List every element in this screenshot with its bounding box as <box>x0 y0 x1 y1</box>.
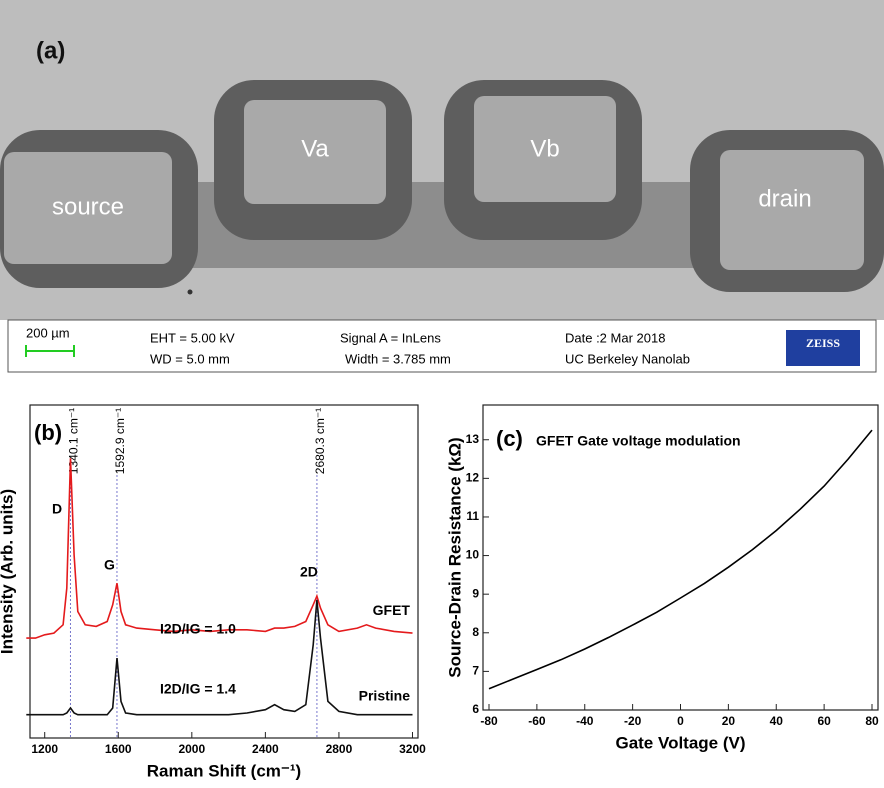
series-line <box>26 458 413 639</box>
y-tick-label: 9 <box>472 586 479 600</box>
pad-label: drain <box>758 185 811 212</box>
x-tick-label: 20 <box>722 714 736 728</box>
chart-title: GFET Gate voltage modulation <box>536 433 741 449</box>
x-tick-label: 1600 <box>105 742 132 756</box>
pad-inner <box>474 96 616 202</box>
info-text: EHT = 5.00 kV <box>150 330 235 345</box>
x-tick-label: 80 <box>865 714 879 728</box>
annotation: 2D <box>300 564 318 580</box>
x-tick-label: 60 <box>817 714 831 728</box>
x-axis-label: Gate Voltage (V) <box>615 733 745 752</box>
y-tick-label: 10 <box>466 548 480 562</box>
logo-box <box>786 330 860 366</box>
scale-text: 200 µm <box>26 325 70 340</box>
series-label: GFET <box>373 602 411 618</box>
y-tick-label: 12 <box>466 471 480 485</box>
pad-inner <box>4 152 172 264</box>
x-tick-label: 2000 <box>178 742 205 756</box>
plot-frame <box>29 404 419 739</box>
x-tick-label: -60 <box>528 714 546 728</box>
series-line <box>26 600 413 716</box>
series-line <box>488 429 873 690</box>
info-text: WD = 5.0 mm <box>150 351 230 366</box>
x-tick-label: -80 <box>480 714 498 728</box>
x-tick-label: -40 <box>576 714 594 728</box>
annotation: D <box>52 501 62 517</box>
series-label: Pristine <box>359 687 411 703</box>
plot-frame <box>482 404 879 711</box>
pad-inner <box>720 150 864 270</box>
logo: ZEISS <box>806 336 840 350</box>
info-frame <box>7 319 877 373</box>
annotation: I2D/IG = 1.4 <box>160 681 236 697</box>
pad-label: Va <box>301 135 329 162</box>
x-tick-label: 2800 <box>326 742 353 756</box>
y-tick-label: 8 <box>472 625 479 639</box>
y-tick-label: 6 <box>472 702 479 716</box>
peak-label: 2680.3 cm⁻¹ <box>313 408 327 474</box>
y-tick-label: 13 <box>466 432 480 446</box>
panel-label: (a) <box>36 37 65 64</box>
pad-label: source <box>52 193 124 220</box>
panel-label: (c) <box>496 426 523 451</box>
x-tick-label: 0 <box>677 714 684 728</box>
pad-label: Vb <box>530 135 559 162</box>
y-tick-label: 7 <box>472 664 479 678</box>
peak-label: 1340.1 cm⁻¹ <box>67 408 81 474</box>
particle <box>187 289 193 295</box>
y-axis-label: Intensity (Arb. units) <box>0 489 16 654</box>
info-bar: 200 µm EHT = 5.00 kV WD = 5.0 mm Signal … <box>7 319 877 373</box>
x-tick-label: 1200 <box>31 742 58 756</box>
x-tick-label: 3200 <box>399 742 426 756</box>
annotation: I2D/IG = 1.0 <box>160 621 236 637</box>
sem-image: (a) source Va Vb drain <box>0 0 884 320</box>
x-axis-label: Raman Shift (cm⁻¹) <box>147 761 301 780</box>
pad-inner <box>244 100 386 204</box>
info-text: Signal A = InLens <box>340 330 441 345</box>
info-text: Width = 3.785 mm <box>345 351 451 366</box>
x-tick-label: 40 <box>770 714 784 728</box>
x-tick-label: -20 <box>624 714 642 728</box>
x-tick-label: 2400 <box>252 742 279 756</box>
panel-label: (b) <box>34 420 62 445</box>
scale-bar <box>25 345 75 357</box>
info-text: UC Berkeley Nanolab <box>565 351 690 366</box>
y-tick-label: 11 <box>466 509 479 523</box>
y-axis-label: Source-Drain Resistance (kΩ) <box>445 437 464 677</box>
peak-label: 1592.9 cm⁻¹ <box>113 408 127 474</box>
info-text: Date :2 Mar 2018 <box>565 330 665 345</box>
annotation: G <box>104 557 115 573</box>
